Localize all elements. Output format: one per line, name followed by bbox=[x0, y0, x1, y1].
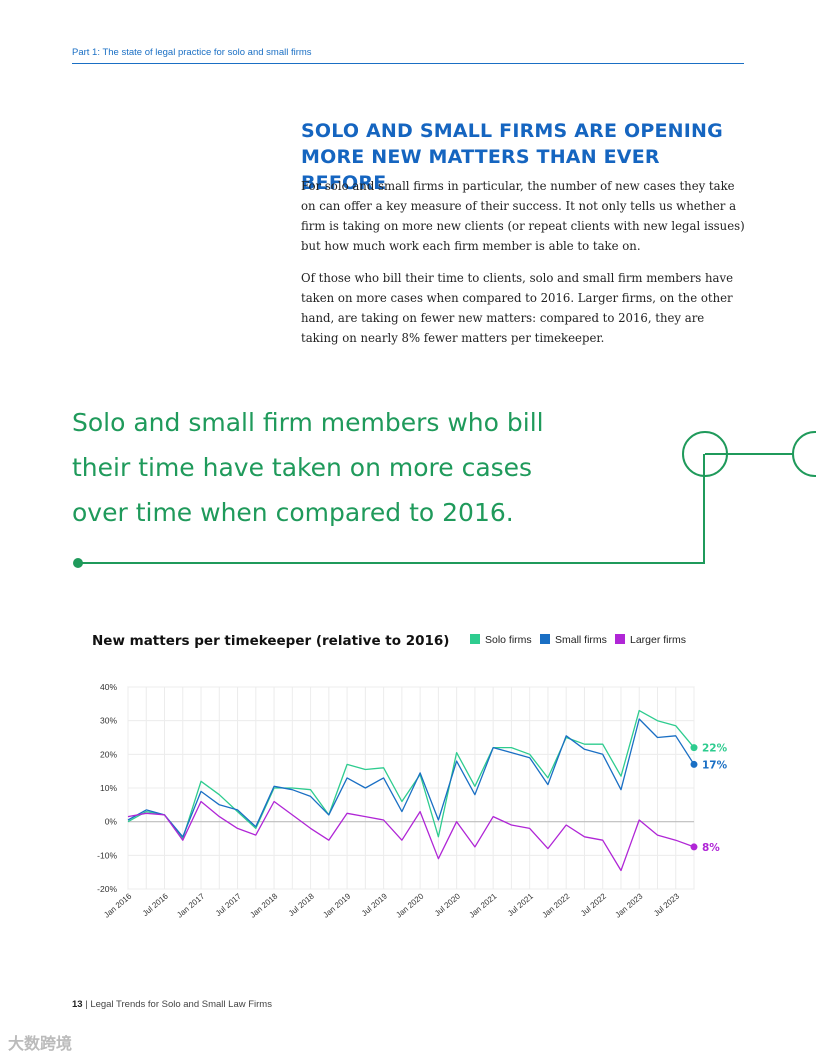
series-end-label: 22% bbox=[702, 743, 728, 755]
series-end-marker bbox=[690, 760, 698, 768]
x-tick-label: Jul 2021 bbox=[506, 891, 535, 918]
legend-swatch-small bbox=[540, 634, 550, 644]
series-end-marker bbox=[690, 744, 698, 752]
decor-underline-dot bbox=[73, 558, 83, 568]
body-paragraph-2: Of those who bill their time to clients,… bbox=[301, 271, 734, 345]
x-tick-label: Jan 2017 bbox=[175, 891, 206, 919]
x-tick-label: Jan 2016 bbox=[102, 891, 133, 919]
x-tick-label: Jul 2017 bbox=[214, 891, 243, 918]
x-tick-label: Jul 2019 bbox=[360, 891, 389, 918]
body-paragraph-1: For solo and small firms in particular, … bbox=[301, 179, 745, 253]
x-tick-label: Jul 2016 bbox=[141, 891, 170, 918]
section-title-line-2: MORE NEW MATTERS THAN EVER BEFORE bbox=[301, 146, 660, 194]
section-title: SOLO AND SMALL FIRMS ARE OPENING MORE NE… bbox=[301, 118, 751, 196]
chart-title: New matters per timekeeper (relative to … bbox=[92, 633, 449, 649]
x-tick-label: Jan 2019 bbox=[321, 891, 352, 919]
series-line-small-firms bbox=[127, 718, 695, 838]
series-end-label: 8% bbox=[702, 842, 720, 854]
header-divider bbox=[72, 63, 744, 64]
y-tick-label: 40% bbox=[100, 682, 117, 692]
series-end-label: 17% bbox=[702, 759, 728, 771]
pull-quote: Solo and small firm members who bill the… bbox=[72, 400, 592, 535]
series-line-solo-firms bbox=[127, 709, 695, 840]
footer-publication-title: Legal Trends for Solo and Small Law Firm… bbox=[90, 999, 272, 1010]
x-tick-label: Jul 2020 bbox=[433, 891, 462, 918]
x-tick-label: Jan 2021 bbox=[467, 891, 498, 919]
running-header: Part 1: The state of legal practice for … bbox=[72, 47, 312, 58]
y-axis-tick-labels: 40% 30% 20% 10% 0% -10% -20% bbox=[97, 682, 117, 894]
legend-swatch-solo bbox=[470, 634, 480, 644]
watermark-text: 大数跨境 bbox=[8, 1036, 73, 1053]
footer-separator: | bbox=[82, 999, 91, 1010]
x-tick-label: Jul 2023 bbox=[652, 891, 681, 918]
x-tick-label: Jan 2018 bbox=[248, 891, 279, 919]
x-tick-label: Jan 2022 bbox=[540, 891, 571, 919]
y-tick-label: 30% bbox=[100, 716, 117, 726]
pull-quote-line-2: their time have taken on more cases bbox=[72, 453, 533, 482]
y-tick-label: -20% bbox=[97, 884, 117, 894]
x-tick-label: Jul 2022 bbox=[579, 891, 608, 918]
legend-swatch-larger bbox=[615, 634, 625, 644]
page-footer: 13 | Legal Trends for Solo and Small Law… bbox=[72, 999, 272, 1010]
pull-quote-line-3: over time when compared to 2016. bbox=[72, 498, 514, 527]
y-tick-label: 0% bbox=[105, 817, 118, 827]
y-tick-label: 20% bbox=[100, 749, 117, 759]
x-axis-tick-labels: Jan 2016 Jul 2016 Jan 2017 Jul 2017 Jan 2018… bbox=[102, 891, 681, 919]
x-tick-label: Jan 2020 bbox=[394, 891, 425, 919]
series-end-marker bbox=[690, 843, 698, 851]
page-number: 13 bbox=[72, 999, 83, 1010]
y-tick-label: 10% bbox=[100, 783, 117, 793]
legend-label-solo: Solo firms bbox=[485, 634, 532, 646]
chart-series: 22% 17% 8% bbox=[127, 709, 728, 872]
x-tick-label: Jan 2023 bbox=[614, 891, 645, 919]
legend-label-small: Small firms bbox=[555, 634, 607, 646]
legend-label-larger: Larger firms bbox=[630, 634, 686, 646]
series-line-larger-firms bbox=[127, 800, 695, 872]
x-tick-label: Jul 2018 bbox=[287, 891, 316, 918]
y-tick-label: -10% bbox=[97, 850, 117, 860]
pull-quote-line-1: Solo and small firm members who bill bbox=[72, 408, 544, 437]
chart-legend: Solo firms Small firms Larger firms bbox=[470, 634, 686, 646]
section-title-line-1: SOLO AND SMALL FIRMS ARE OPENING bbox=[301, 120, 723, 142]
